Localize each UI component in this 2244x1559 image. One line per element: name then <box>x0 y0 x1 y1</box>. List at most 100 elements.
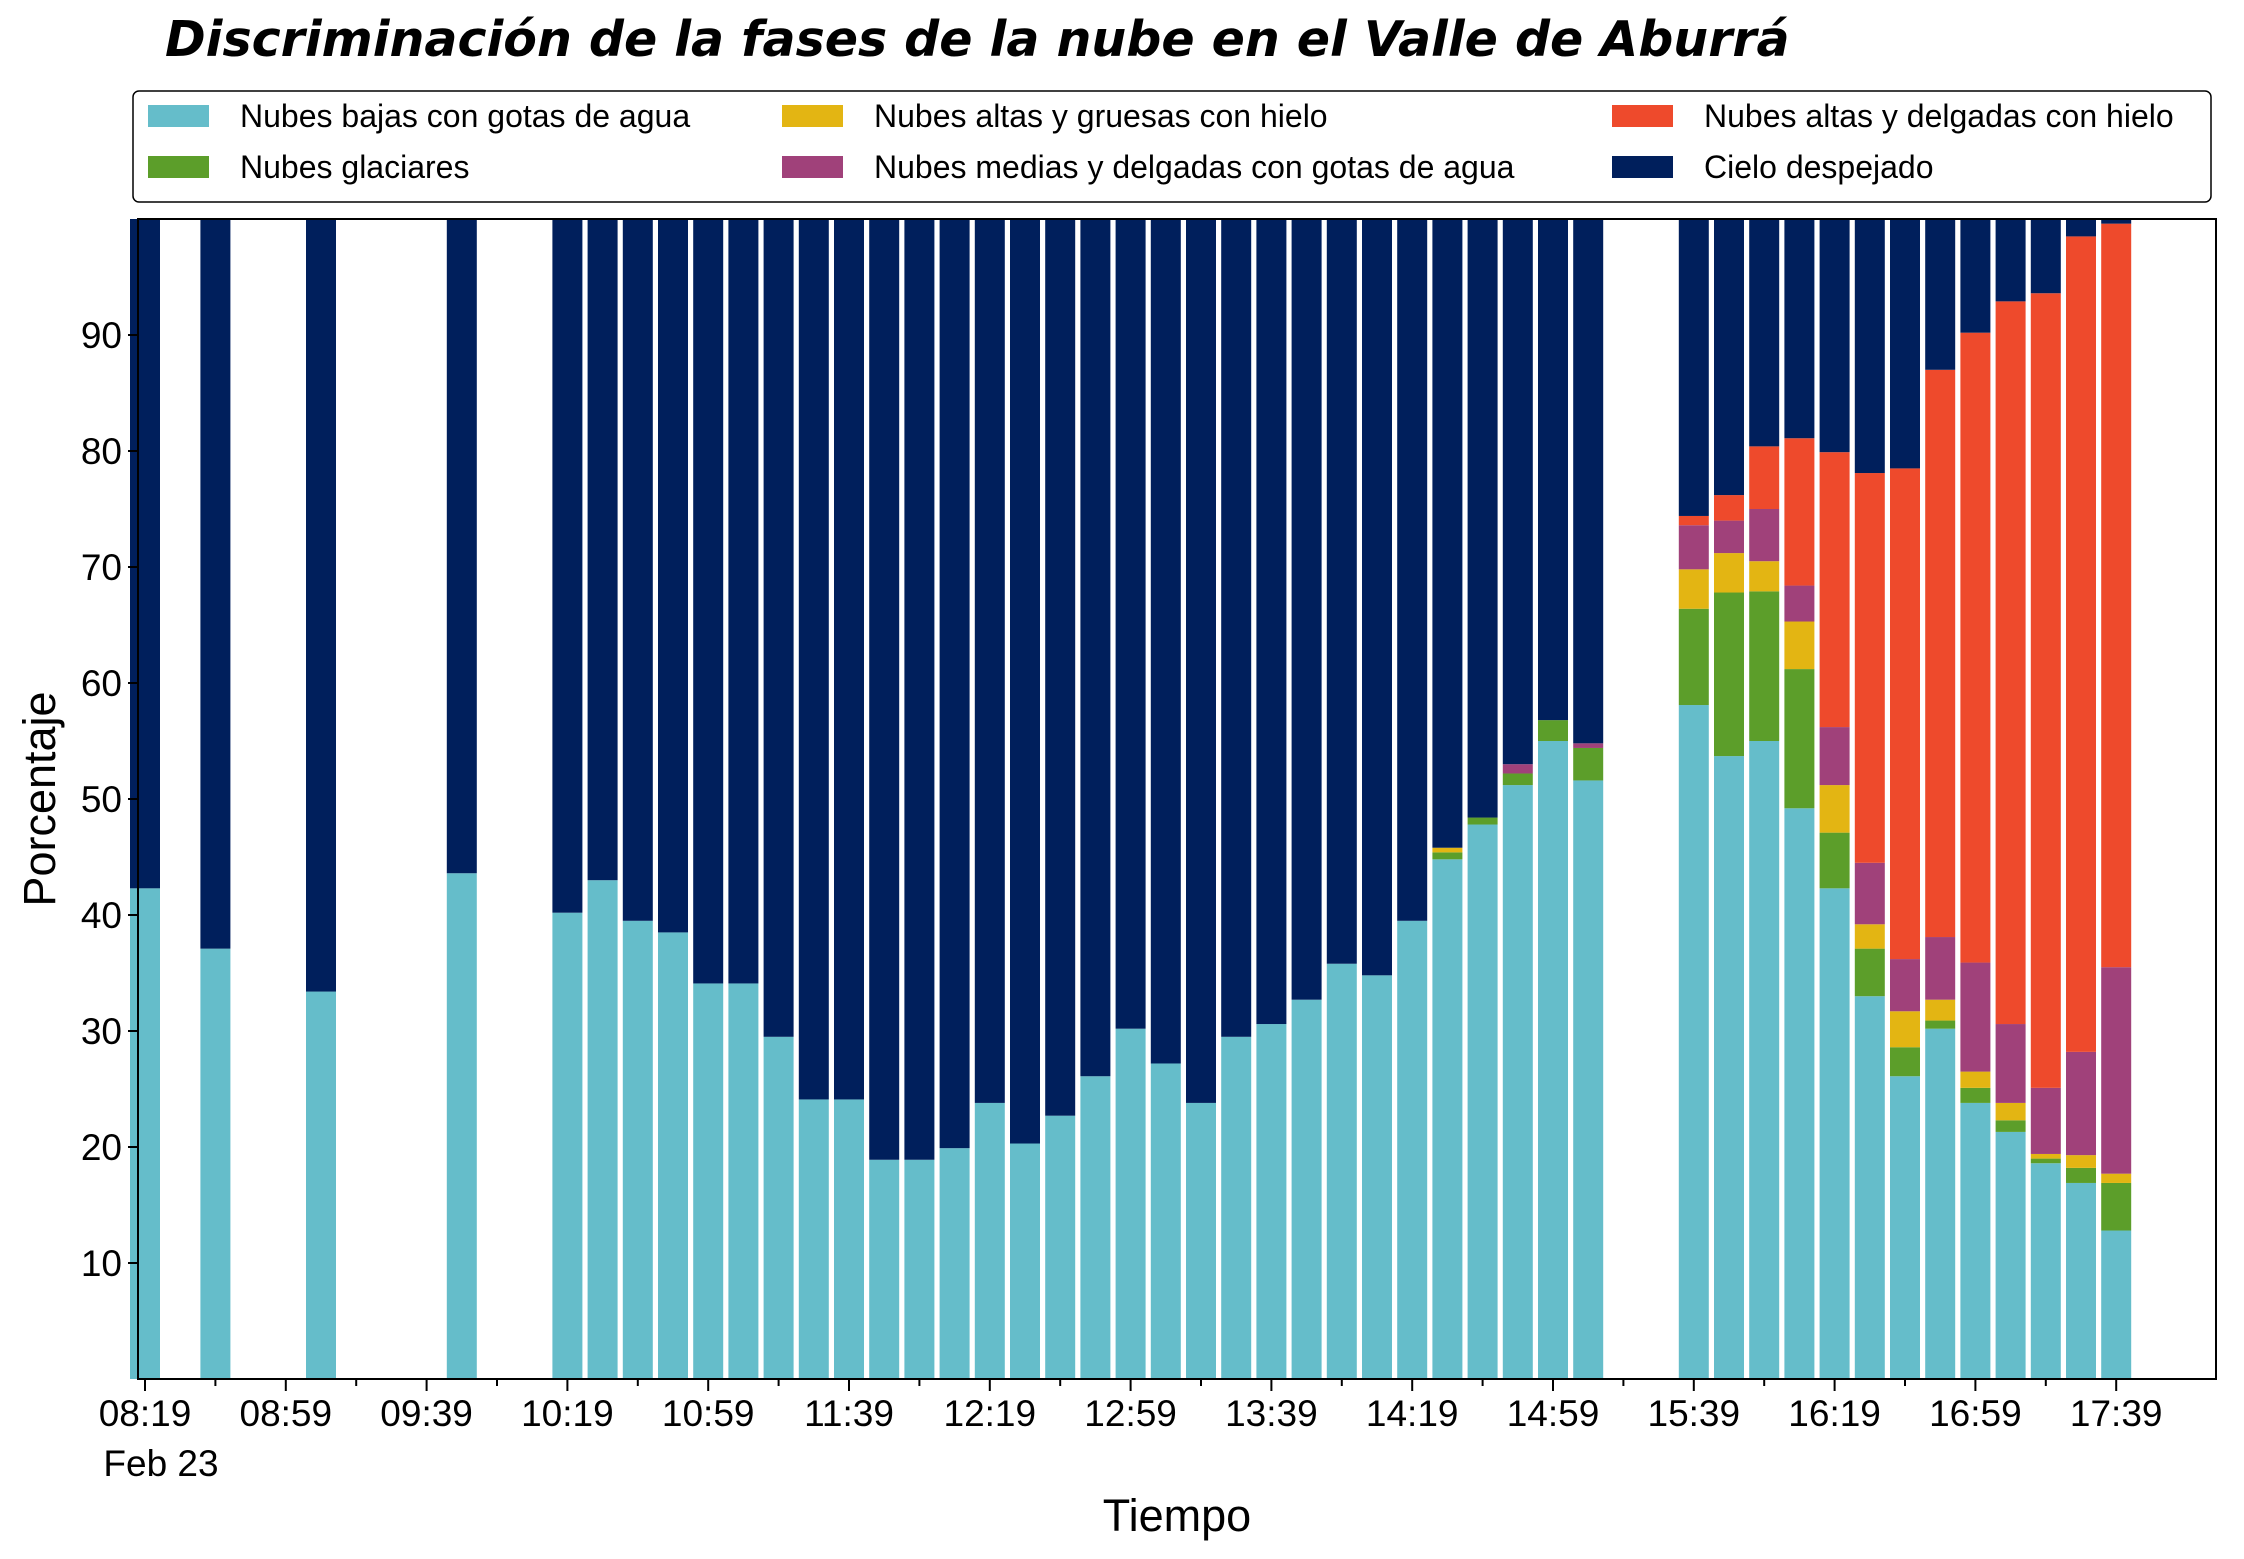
bar-segment-low_water <box>869 1159 900 1379</box>
bar-stack <box>658 219 688 1379</box>
chart-title: Discriminación de la fases de la nube en… <box>165 11 1790 68</box>
bar-segment-glacial <box>2101 1182 2132 1231</box>
bar-stack <box>1890 219 1920 1379</box>
legend: Nubes bajas con gotas de agua Nubes glaci… <box>132 90 2212 203</box>
bar-segment-clear <box>728 219 759 984</box>
bar-segment-low_water <box>1115 1028 1146 1379</box>
bar-segment-low_water <box>200 948 231 1379</box>
bar-segment-low_water <box>1890 1076 1920 1379</box>
bar-segment-glacial <box>1854 948 1885 997</box>
bar-segment-clear <box>1749 219 1780 447</box>
legend-swatch <box>782 156 843 178</box>
bar-stack <box>1150 219 1181 1379</box>
y-tick-label: 90 <box>81 315 122 356</box>
bar-segment-clear <box>130 219 160 889</box>
bar-segment-clear <box>1221 219 1252 1037</box>
bar-stack <box>1960 219 1991 1379</box>
bar-stack <box>974 219 1005 1379</box>
bar-segment-low_water <box>658 932 688 1379</box>
bar-segment-low_water <box>1714 756 1744 1379</box>
bar-stack <box>1397 219 1428 1379</box>
bar-segment-clear <box>552 219 583 913</box>
bar-segment-clear <box>587 219 618 881</box>
bar-segment-low_water <box>1010 1143 1040 1379</box>
bar-segment-clear <box>622 219 653 921</box>
bar-segment-clear <box>1115 219 1146 1029</box>
x-date-label: Feb 23 <box>103 1443 218 1484</box>
bar-segment-low_water <box>1573 780 1604 1379</box>
bar-segment-low_water <box>728 983 759 1379</box>
bar-segment-clear <box>1960 219 1991 333</box>
bar-segment-clear <box>1045 219 1076 1116</box>
bar-segment-high_thin_ice <box>1995 301 2026 1025</box>
bar-segment-clear <box>939 219 970 1149</box>
bar-segment-mid_thin_water <box>2101 967 2132 1174</box>
bar-segment-high_thin_ice <box>1925 369 1956 938</box>
bar-segment-clear <box>1854 219 1885 474</box>
x-tick-label: 16:59 <box>1929 1393 2022 1434</box>
bar-segment-low_water <box>1467 824 1498 1379</box>
bar-segment-mid_thin_water <box>1960 962 1991 1072</box>
y-tick-label: 50 <box>81 779 122 820</box>
bar-segment-low_water <box>2030 1163 2061 1379</box>
bar-stack <box>1291 219 1322 1379</box>
bar-segment-clear <box>1362 219 1392 976</box>
bar-segment-glacial <box>1678 608 1709 706</box>
bar-stack <box>587 219 618 1379</box>
x-tick-label: 17:39 <box>2070 1393 2163 1434</box>
bar-segment-mid_thin_water <box>1749 509 1780 562</box>
x-tick-label: 16:19 <box>1788 1393 1881 1434</box>
bar-stack <box>693 219 724 1379</box>
bar-segment-glacial <box>1573 747 1604 781</box>
legend-label: Nubes medias y delgadas con gotas de agu… <box>874 149 1515 185</box>
bar-segment-high_thin_ice <box>2101 223 2132 968</box>
x-tick-label: 12:59 <box>1084 1393 1177 1434</box>
y-tick-label: 20 <box>81 1127 122 1168</box>
bar-segment-high_thick_ice <box>1960 1071 1991 1088</box>
bar-segment-clear <box>1467 219 1498 818</box>
bar-segment-low_water <box>1502 785 1533 1379</box>
bar-segment-high_thick_ice <box>1784 621 1815 670</box>
bar-stack <box>1819 219 1850 1379</box>
y-tick-label: 80 <box>81 431 122 472</box>
bar-segment-clear <box>798 219 829 1100</box>
bar-segment-clear <box>1291 219 1322 1000</box>
bar-stack <box>1714 219 1744 1379</box>
bar-segment-clear <box>1256 219 1287 1025</box>
bar-segment-low_water <box>552 912 583 1379</box>
legend-frame <box>132 90 2212 203</box>
bar-segment-low_water <box>1925 1028 1956 1379</box>
bar-segment-clear <box>1080 219 1111 1077</box>
bar-segment-clear <box>200 219 231 949</box>
bar-segment-clear <box>2101 219 2132 224</box>
bar-segment-mid_thin_water <box>2030 1087 2061 1154</box>
bar-segment-high_thin_ice <box>1714 495 1744 521</box>
bar-stack <box>1784 219 1815 1379</box>
bar-segment-clear <box>658 219 688 933</box>
legend-swatch <box>1612 105 1673 127</box>
x-tick-label: 13:39 <box>1225 1393 1318 1434</box>
bar-segment-clear <box>1397 219 1428 921</box>
x-tick-label: 14:59 <box>1507 1393 1600 1434</box>
bar-segment-mid_thin_water <box>1925 937 1956 1000</box>
x-tick-label: 12:19 <box>944 1393 1037 1434</box>
bar-stack <box>1749 219 1780 1379</box>
bar-stack <box>446 219 477 1379</box>
bar-segment-low_water <box>1291 999 1322 1379</box>
bar-segment-low_water <box>1326 963 1357 1379</box>
bar-stack <box>1573 219 1604 1379</box>
bar-stack <box>834 219 864 1379</box>
bar-segment-clear <box>1573 219 1604 744</box>
legend-swatch <box>782 105 843 127</box>
bar-segment-low_water <box>1432 859 1463 1379</box>
bar-segment-low_water <box>1995 1131 2026 1379</box>
bar-segment-mid_thin_water <box>1854 862 1885 925</box>
x-axis-label: Tiempo <box>1103 1490 1251 1541</box>
bar-segment-low_water <box>904 1159 935 1379</box>
bar-stack <box>2101 219 2132 1379</box>
legend-swatch <box>148 156 209 178</box>
plot-area: 10 20 30 40 50 60 70 80 90 08:19 08:59 09:39 10:19 1… <box>81 218 2217 1434</box>
bar-segment-clear <box>974 219 1005 1103</box>
bar-segment-low_water <box>1362 975 1392 1379</box>
bar-segment-low_water <box>1397 920 1428 1379</box>
